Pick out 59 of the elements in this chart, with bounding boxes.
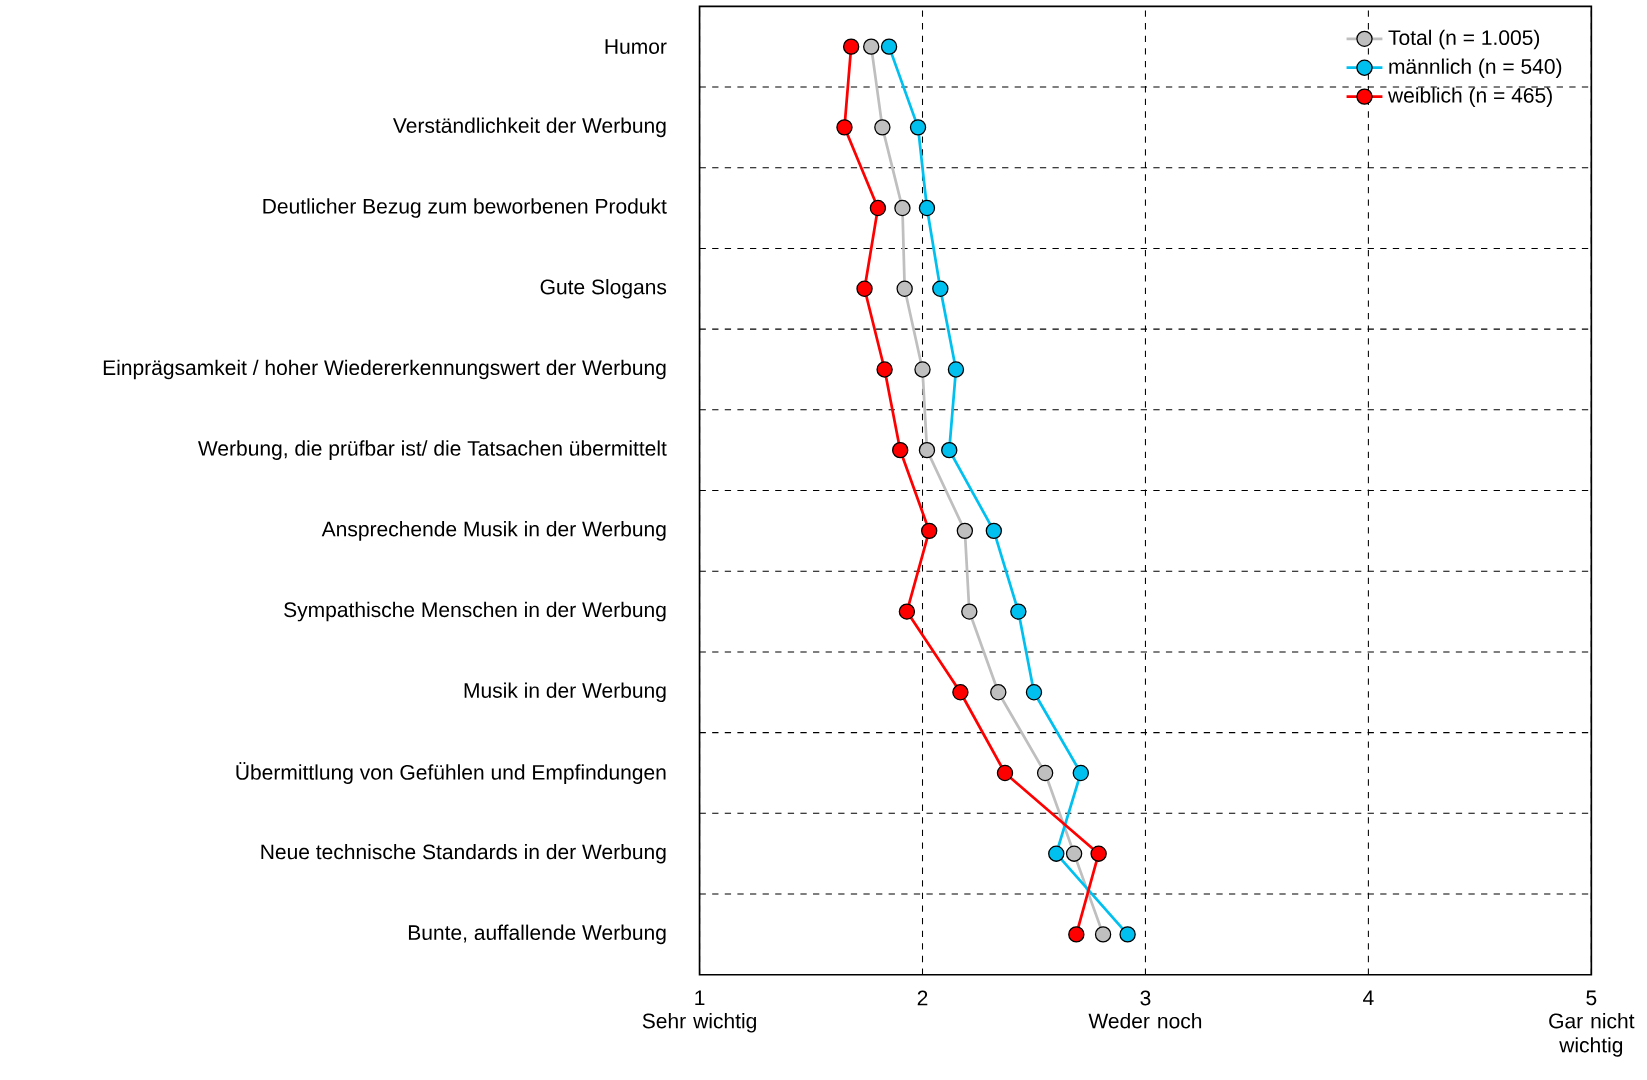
legend-label: weiblich (n = 465) <box>1387 87 1552 108</box>
point <box>1048 845 1065 862</box>
point <box>1119 926 1136 943</box>
y-tick-label: Bunte, auffallende Werbung <box>408 924 666 945</box>
point <box>898 603 916 620</box>
point <box>896 280 913 298</box>
point <box>1068 926 1085 943</box>
point <box>892 442 909 459</box>
y-tick-label: Gute Slogans <box>540 279 667 299</box>
y-tick-label: Sympathische Menschen in der Werbung <box>284 601 666 622</box>
y-tick-label: Verständlichkeit der Werbung <box>392 117 666 138</box>
point <box>1065 845 1083 862</box>
point <box>842 38 860 55</box>
point <box>947 361 965 378</box>
point <box>856 280 873 298</box>
point <box>874 119 891 136</box>
x-tick-label: 3 <box>1140 990 1151 1006</box>
point <box>1025 684 1043 701</box>
text: Weder noch <box>1088 1013 1202 1029</box>
point <box>941 442 958 459</box>
y-tick-label: Neue technische Standards in der Werbung <box>261 844 666 864</box>
point <box>932 280 949 298</box>
point <box>909 119 927 136</box>
point <box>918 442 936 459</box>
point <box>1010 603 1027 620</box>
point <box>918 199 936 217</box>
point <box>961 603 978 620</box>
legend-label: männlich (n = 540) <box>1389 58 1562 79</box>
point <box>869 199 887 217</box>
point <box>876 361 893 378</box>
point <box>1094 926 1112 943</box>
y-tick-label: Einprägsamkeit / hoher Wiedererkennungswert der Werbung <box>103 359 666 380</box>
y-tick-label: Musik in der Werbung <box>464 682 666 703</box>
y-tick-label: Humor <box>605 39 667 55</box>
x-tick-label: 4 <box>1363 990 1374 1006</box>
point <box>914 361 931 378</box>
point <box>996 764 1014 782</box>
y-tick-label: Übermittlung von Gefühlen und Empfindungen <box>236 762 666 785</box>
y-tick-label: Ansprechende Musik in der Werbung <box>321 521 666 541</box>
x-tick-label: 5 <box>1586 990 1597 1006</box>
y-tick-label: Deutlicher Bezug zum beworbenen Produkt <box>263 198 667 218</box>
point <box>952 684 969 701</box>
text: Sehr wichtig <box>642 1013 756 1033</box>
point <box>1072 764 1089 782</box>
point <box>880 38 898 55</box>
text: Gar nicht wichtig <box>1549 1013 1635 1057</box>
point <box>990 684 1007 701</box>
y-tick-label: Werbung, die prüfbar ist/ die Tatsachen übermittelt <box>198 440 667 461</box>
point <box>956 522 974 540</box>
legend-label: Total (n = 1.005) <box>1388 29 1540 50</box>
point <box>894 199 911 217</box>
point <box>836 119 853 136</box>
point <box>1036 764 1054 782</box>
x-tick-label: 1 <box>695 990 705 1006</box>
point <box>1090 845 1107 862</box>
x-tick-label: 2 <box>917 990 928 1006</box>
point <box>985 522 1003 540</box>
point <box>863 38 880 55</box>
point <box>921 522 938 540</box>
